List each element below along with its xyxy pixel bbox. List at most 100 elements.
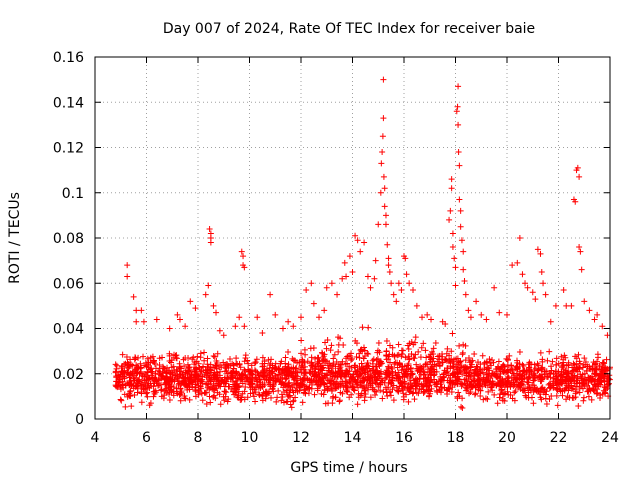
data-point-peak xyxy=(371,275,378,282)
data-point-peak xyxy=(458,237,465,244)
data-point xyxy=(455,389,462,396)
data-point xyxy=(405,381,412,388)
data-point xyxy=(399,373,406,380)
data-point-peak xyxy=(379,133,386,140)
data-point xyxy=(309,361,316,368)
data-point xyxy=(467,389,474,396)
data-point xyxy=(171,376,178,383)
data-point xyxy=(201,357,208,364)
data-point xyxy=(305,384,312,391)
data-point xyxy=(367,382,374,389)
data-point xyxy=(581,370,588,377)
data-point xyxy=(447,382,454,389)
data-point xyxy=(477,370,484,377)
data-point xyxy=(250,393,257,400)
data-point xyxy=(348,375,355,382)
data-point xyxy=(283,371,290,378)
data-point xyxy=(279,366,286,373)
data-point xyxy=(400,378,407,385)
data-point xyxy=(185,365,192,372)
data-point xyxy=(454,393,461,400)
data-point xyxy=(580,397,587,404)
data-point-peak xyxy=(516,235,523,241)
data-point xyxy=(400,390,407,397)
data-point xyxy=(265,379,272,386)
data-point xyxy=(196,364,203,371)
data-point xyxy=(306,379,313,386)
data-point xyxy=(209,385,216,392)
data-point xyxy=(369,357,376,364)
data-point xyxy=(351,387,358,394)
data-point-peak xyxy=(254,314,261,321)
data-point xyxy=(147,400,154,407)
data-point xyxy=(553,373,560,380)
data-point xyxy=(119,373,126,380)
data-point xyxy=(384,392,391,399)
data-point xyxy=(167,370,174,377)
data-point xyxy=(421,371,428,378)
data-point xyxy=(500,381,507,388)
data-point xyxy=(353,340,360,347)
data-point xyxy=(330,355,337,362)
data-point-peak xyxy=(568,302,575,309)
data-point xyxy=(304,358,311,365)
data-point xyxy=(406,356,413,363)
data-point-peak xyxy=(339,275,346,282)
data-point xyxy=(361,397,368,404)
data-point xyxy=(339,370,346,377)
data-point xyxy=(137,370,144,377)
data-point xyxy=(559,380,566,387)
data-point xyxy=(558,371,565,378)
data-point xyxy=(259,363,266,370)
data-point-peak xyxy=(379,149,386,156)
data-point-peak xyxy=(456,196,463,203)
data-point xyxy=(387,379,394,386)
y-tick-label: 0.12 xyxy=(53,141,84,157)
data-point-peak xyxy=(346,253,353,260)
data-point xyxy=(362,369,369,376)
data-point xyxy=(255,391,262,398)
data-point xyxy=(402,354,409,361)
data-point xyxy=(511,381,518,388)
data-point xyxy=(452,371,459,378)
data-point xyxy=(445,372,452,379)
data-point-peak xyxy=(238,248,245,255)
data-point xyxy=(329,395,336,402)
data-point-peak xyxy=(572,198,579,205)
data-point xyxy=(318,390,325,397)
data-point xyxy=(256,376,263,383)
data-point xyxy=(374,369,381,376)
data-point xyxy=(213,357,220,364)
data-point xyxy=(499,378,506,385)
data-point xyxy=(197,354,204,361)
data-point xyxy=(456,359,463,366)
data-point xyxy=(377,368,384,375)
data-point xyxy=(350,386,357,393)
data-point xyxy=(233,355,240,362)
data-point xyxy=(192,384,199,391)
data-point xyxy=(289,374,296,381)
data-point xyxy=(301,359,308,366)
data-point xyxy=(224,370,231,377)
data-point xyxy=(372,363,379,370)
data-point xyxy=(323,345,330,352)
data-point xyxy=(244,394,251,401)
data-point xyxy=(339,390,346,397)
data-point xyxy=(284,384,291,391)
data-point xyxy=(251,360,258,367)
data-point xyxy=(357,366,364,373)
data-point xyxy=(299,376,306,383)
data-point xyxy=(364,350,371,357)
data-point xyxy=(290,397,297,404)
data-point xyxy=(557,387,564,394)
data-point xyxy=(355,373,362,380)
data-point xyxy=(548,367,555,374)
data-point xyxy=(601,390,608,397)
data-point-peak xyxy=(380,173,387,180)
data-point xyxy=(203,389,210,396)
data-point xyxy=(221,397,228,404)
data-point xyxy=(152,365,159,372)
data-point xyxy=(328,342,335,349)
data-point xyxy=(176,380,183,387)
data-point xyxy=(294,377,301,384)
